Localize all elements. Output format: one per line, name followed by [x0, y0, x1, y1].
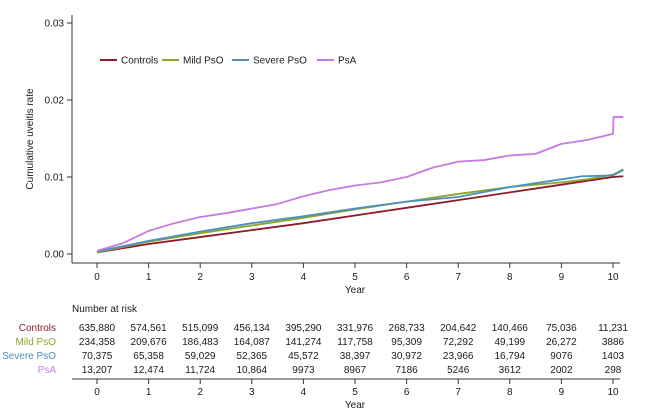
risk-cell: 141,274: [285, 337, 322, 348]
legend-label-mild-pso: Mild PsO: [183, 56, 224, 67]
risk-cell: 70,375: [82, 351, 113, 362]
y-tick-label: 0.00: [45, 250, 65, 261]
risk-cell: 23,966: [443, 351, 474, 362]
risk-cell: 395,290: [285, 323, 322, 334]
risk-cell: 164,087: [234, 337, 271, 348]
risk-x-tick-label: 10: [607, 387, 619, 398]
risk-cell: 49,199: [495, 337, 526, 348]
risk-cell: 59,029: [185, 351, 216, 362]
x-tick-label: 2: [197, 272, 203, 283]
legend-label-psa: PsA: [338, 56, 357, 67]
risk-cell: 209,676: [131, 337, 168, 348]
x-tick-label: 3: [249, 272, 255, 283]
y-axis-label: Cumulative uveitis rate: [25, 88, 36, 190]
x-tick-label: 10: [607, 272, 619, 283]
risk-x-tick-label: 2: [197, 387, 203, 398]
x-tick-label: 9: [559, 272, 565, 283]
risk-x-axis-label: Year: [345, 400, 366, 411]
risk-row-label-controls: Controls: [19, 323, 56, 334]
risk-cell: 140,466: [492, 323, 529, 334]
risk-cell: 268,733: [389, 323, 426, 334]
risk-cell: 5246: [447, 365, 470, 376]
risk-cell: 8967: [344, 365, 367, 376]
risk-cell: 30,972: [391, 351, 422, 362]
risk-row-label-psa: PsA: [38, 365, 57, 376]
risk-cell: 11,231: [598, 323, 628, 334]
x-tick-label: 4: [301, 272, 307, 283]
x-tick-label: 6: [404, 272, 410, 283]
risk-cell: 12,474: [133, 365, 164, 376]
x-axis-label: Year: [345, 285, 366, 296]
risk-cell: 75,036: [546, 323, 577, 334]
legend-label-severe-pso: Severe PsO: [253, 56, 307, 67]
risk-cell: 95,309: [391, 337, 422, 348]
risk-cell: 186,483: [182, 337, 219, 348]
risk-x-tick-label: 4: [301, 387, 307, 398]
risk-cell: 11,724: [185, 365, 215, 376]
risk-cell: 38,397: [340, 351, 371, 362]
risk-cell: 2002: [550, 365, 573, 376]
risk-cell: 1403: [602, 351, 625, 362]
x-tick-label: 8: [507, 272, 513, 283]
legend-label-controls: Controls: [121, 56, 158, 67]
risk-x-tick-label: 0: [94, 387, 100, 398]
y-tick-label: 0.01: [45, 173, 65, 184]
risk-cell: 574,561: [131, 323, 168, 334]
risk-cell: 117,758: [337, 337, 373, 348]
series-line-psa: [96, 116, 624, 252]
risk-x-tick-label: 7: [455, 387, 461, 398]
risk-cell: 515,099: [182, 323, 219, 334]
risk-cell: 26,272: [546, 337, 577, 348]
y-tick-label: 0.02: [45, 96, 65, 107]
risk-cell: 16,794: [495, 351, 526, 362]
risk-cell: 9076: [550, 351, 573, 362]
risk-cell: 331,976: [337, 323, 374, 334]
risk-x-tick-label: 8: [507, 387, 513, 398]
risk-cell: 45,572: [288, 351, 319, 362]
risk-table-title: Number at risk: [72, 304, 138, 315]
risk-x-tick-label: 6: [404, 387, 410, 398]
risk-cell: 9973: [292, 365, 315, 376]
risk-cell: 3612: [499, 365, 522, 376]
series-line-severe-pso: [96, 169, 624, 253]
risk-row-label-mild-pso: Mild PsO: [15, 337, 56, 348]
x-tick-label: 5: [352, 272, 358, 283]
risk-cell: 65,358: [133, 351, 164, 362]
series-line-controls: [96, 175, 624, 254]
x-tick-label: 0: [94, 272, 100, 283]
y-tick-label: 0.03: [45, 19, 65, 30]
risk-cell: 635,880: [79, 323, 116, 334]
risk-x-tick-label: 3: [249, 387, 255, 398]
risk-cell: 204,642: [440, 323, 477, 334]
risk-x-tick-label: 9: [559, 387, 565, 398]
risk-cell: 298: [605, 365, 622, 376]
risk-cell: 456,134: [234, 323, 271, 334]
risk-cell: 13,207: [82, 365, 113, 376]
risk-row-label-severe-pso: Severe PsO: [2, 351, 56, 362]
x-tick-label: 1: [146, 272, 152, 283]
risk-cell: 3886: [602, 337, 625, 348]
risk-cell: 72,292: [443, 337, 474, 348]
risk-cell: 7186: [395, 365, 418, 376]
x-tick-label: 7: [455, 272, 461, 283]
risk-x-tick-label: 5: [352, 387, 358, 398]
risk-cell: 234,358: [79, 337, 116, 348]
risk-cell: 10,864: [237, 365, 268, 376]
risk-cell: 52,365: [237, 351, 268, 362]
risk-x-tick-label: 1: [146, 387, 152, 398]
